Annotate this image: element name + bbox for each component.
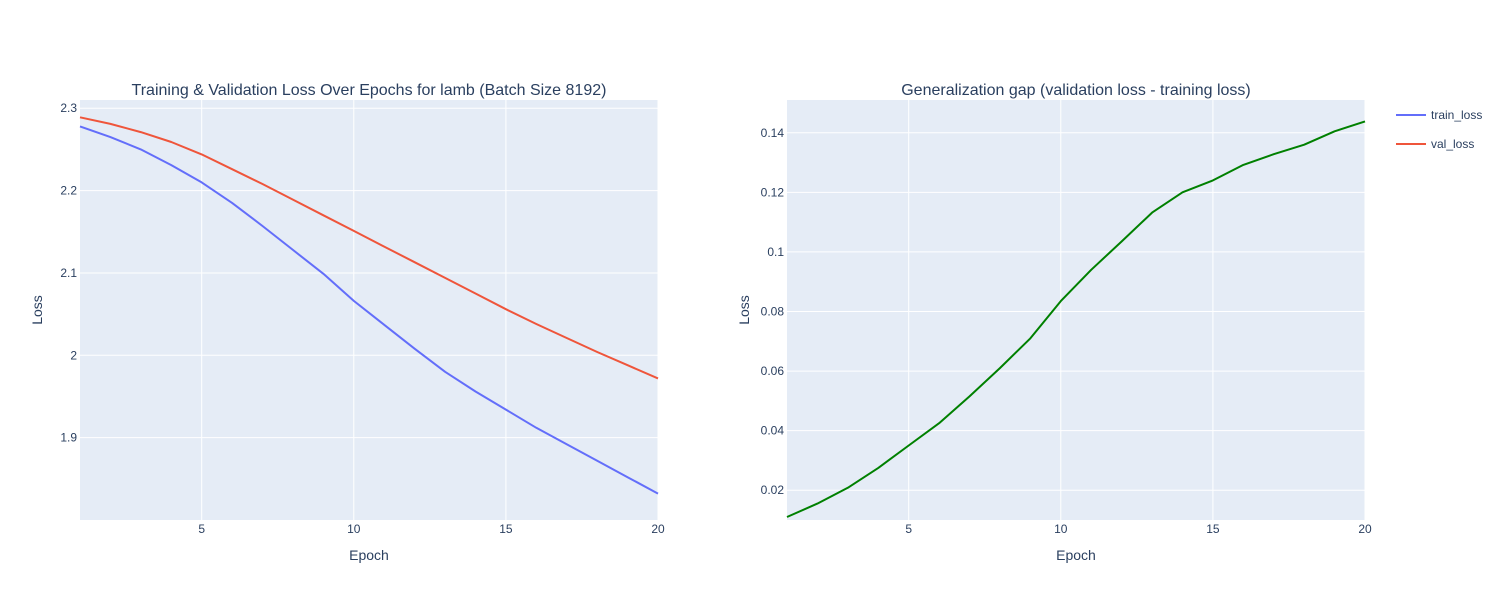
plot-background xyxy=(787,100,1365,520)
legend-item-val-loss[interactable]: val_loss xyxy=(1396,137,1474,151)
series-lines xyxy=(786,120,1366,518)
y-tick-label: 0.14 xyxy=(761,126,785,140)
y-tick-label: 2.2 xyxy=(60,184,77,198)
series-lines xyxy=(79,116,659,495)
gridlines xyxy=(787,100,1366,520)
y-tick-label: 2 xyxy=(70,348,77,362)
series-line-val-loss xyxy=(79,116,659,380)
legend-label-train-loss: train_loss xyxy=(1431,108,1482,122)
legend-item-train-loss[interactable]: train_loss xyxy=(1396,108,1482,122)
plot-background xyxy=(80,100,658,520)
y-axis-label: Loss xyxy=(29,295,45,325)
x-tick-label: 10 xyxy=(347,522,361,536)
y-tick-label: 0.06 xyxy=(761,364,785,378)
x-tick-label: 15 xyxy=(499,522,513,536)
x-tick-label: 20 xyxy=(1358,522,1372,536)
x-axis-label: Epoch xyxy=(1056,547,1096,563)
y-tick-label: 0.12 xyxy=(761,185,785,199)
x-tick-label: 5 xyxy=(905,522,912,536)
y-tick-label: 0.04 xyxy=(761,424,785,438)
y-axis-label: Loss xyxy=(736,295,752,325)
y-tick-label: 2.1 xyxy=(60,266,77,280)
y-tick-label: 2.3 xyxy=(60,101,77,115)
gap-panel: 5 10 15 20 0.02 0.04 0.06 0.08 0.1 0.12 0.14 Gener… xyxy=(736,82,1372,563)
chart-title: Training & Validation Loss Over Epochs f… xyxy=(132,82,607,99)
x-tick-label: 10 xyxy=(1054,522,1068,536)
legend[interactable]: train_loss val_loss xyxy=(1396,108,1482,151)
series-line-gap xyxy=(786,120,1366,518)
x-tick-label: 5 xyxy=(198,522,205,536)
y-tick-label: 1.9 xyxy=(60,431,77,445)
x-tick-label: 20 xyxy=(651,522,665,536)
y-tick-label: 0.08 xyxy=(761,304,785,318)
tick-labels: 5 10 15 20 1.9 2 2.1 2.2 2.3 xyxy=(60,101,665,536)
y-tick-label: 0.1 xyxy=(767,245,784,259)
y-tick-label: 0.02 xyxy=(761,483,785,497)
x-tick-label: 15 xyxy=(1206,522,1220,536)
tick-labels: 5 10 15 20 0.02 0.04 0.06 0.08 0.1 0.12 0.14 xyxy=(761,126,1372,536)
chart-title: Generalization gap (validation loss - tr… xyxy=(901,82,1251,99)
legend-label-val-loss: val_loss xyxy=(1431,137,1474,151)
loss-panel: 5 10 15 20 1.9 2 2.1 2.2 2.3 Training & Validati… xyxy=(29,82,665,563)
x-axis-label: Epoch xyxy=(349,547,389,563)
series-line-train-loss xyxy=(79,125,659,495)
